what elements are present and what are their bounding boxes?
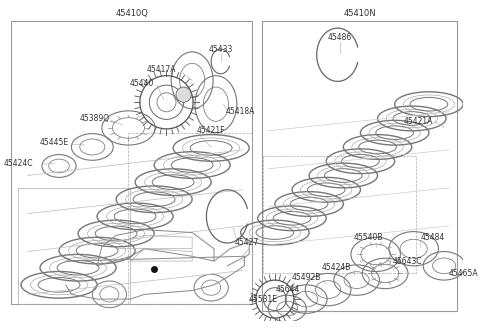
Text: 45410N: 45410N: [343, 9, 376, 18]
Text: 45492B: 45492B: [291, 273, 321, 282]
Text: 45421F: 45421F: [197, 126, 226, 135]
Text: 45433: 45433: [208, 46, 233, 54]
Text: 45424C: 45424C: [4, 159, 34, 168]
Text: 45643C: 45643C: [393, 256, 422, 266]
Text: 45427: 45427: [235, 237, 259, 247]
Bar: [12, 21, 252, 304]
Text: 45445E: 45445E: [39, 138, 69, 147]
Text: 45424B: 45424B: [322, 263, 351, 272]
Bar: [262, 21, 457, 312]
Text: 45417A: 45417A: [146, 65, 176, 73]
Text: 45421A: 45421A: [403, 117, 432, 126]
Text: 45410Q: 45410Q: [115, 9, 148, 18]
Ellipse shape: [176, 87, 191, 102]
Bar: [129, 133, 252, 304]
Text: 45484: 45484: [420, 233, 444, 242]
Text: 45486: 45486: [327, 33, 352, 42]
Bar: [264, 156, 416, 274]
Text: 45389Q: 45389Q: [79, 114, 109, 123]
Bar: [18, 188, 131, 304]
Text: 45531E: 45531E: [249, 295, 278, 304]
Text: 45540B: 45540B: [353, 233, 383, 242]
Text: 45644: 45644: [275, 285, 300, 294]
Text: 45440: 45440: [130, 79, 154, 88]
Text: 45418A: 45418A: [226, 107, 255, 116]
Text: 45465A: 45465A: [449, 269, 479, 278]
